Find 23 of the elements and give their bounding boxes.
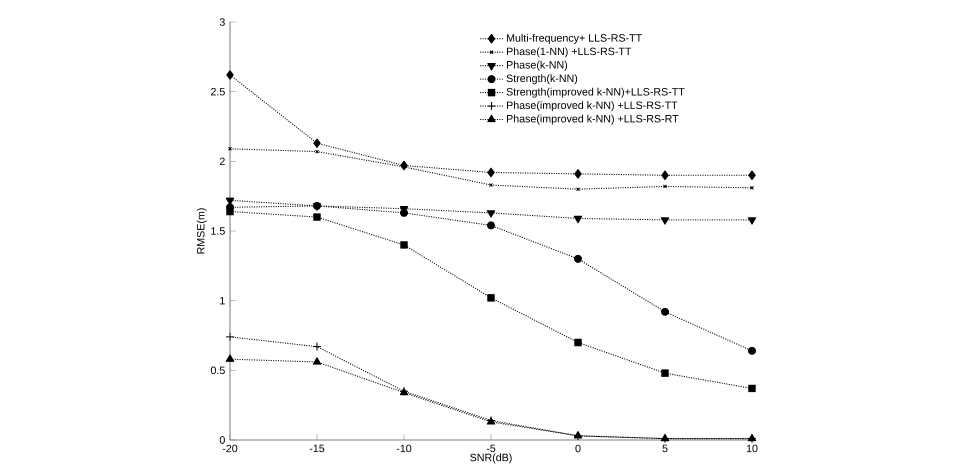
y-tick-label: 2	[220, 158, 225, 166]
x-tick-label: 0	[575, 444, 581, 452]
legend-label: Phase(k-NN)	[506, 60, 568, 71]
y-tick-label: 3	[220, 18, 225, 26]
x-tick-label: 10	[746, 444, 758, 452]
x-tick-label: -20	[222, 444, 238, 452]
y-tick-label: 1.5	[211, 227, 225, 235]
legend-label: Phase(1-NN) +LLS-RS-TT	[506, 47, 632, 58]
y-tick-label: 2.5	[211, 88, 225, 96]
legend-label: Phase(improved k-NN) +LLS-RS-TT	[506, 101, 678, 112]
legend-label: Strength(k-NN)	[506, 74, 578, 84]
x-tick-label: 5	[662, 444, 668, 452]
x-tick-label: -10	[396, 444, 412, 452]
y-axis-title: RMSE(m)	[196, 208, 207, 254]
y-tick-label: 1	[220, 296, 225, 304]
y-tick-label: 0	[220, 436, 225, 444]
y-tick-label: 0.5	[210, 366, 225, 374]
legend-label: Strength(improved k-NN)+LLS-RS-TT	[506, 88, 685, 98]
legend-label: Phase(improved k-NN) +LLS-RS-RT	[506, 114, 678, 125]
x-axis-title: SNR(dB)	[470, 453, 512, 464]
legend-label: Multi-frequency+ LLS-RS-TT	[506, 34, 642, 44]
x-tick-label: -15	[310, 444, 324, 452]
x-tick-label: -5	[486, 444, 496, 452]
